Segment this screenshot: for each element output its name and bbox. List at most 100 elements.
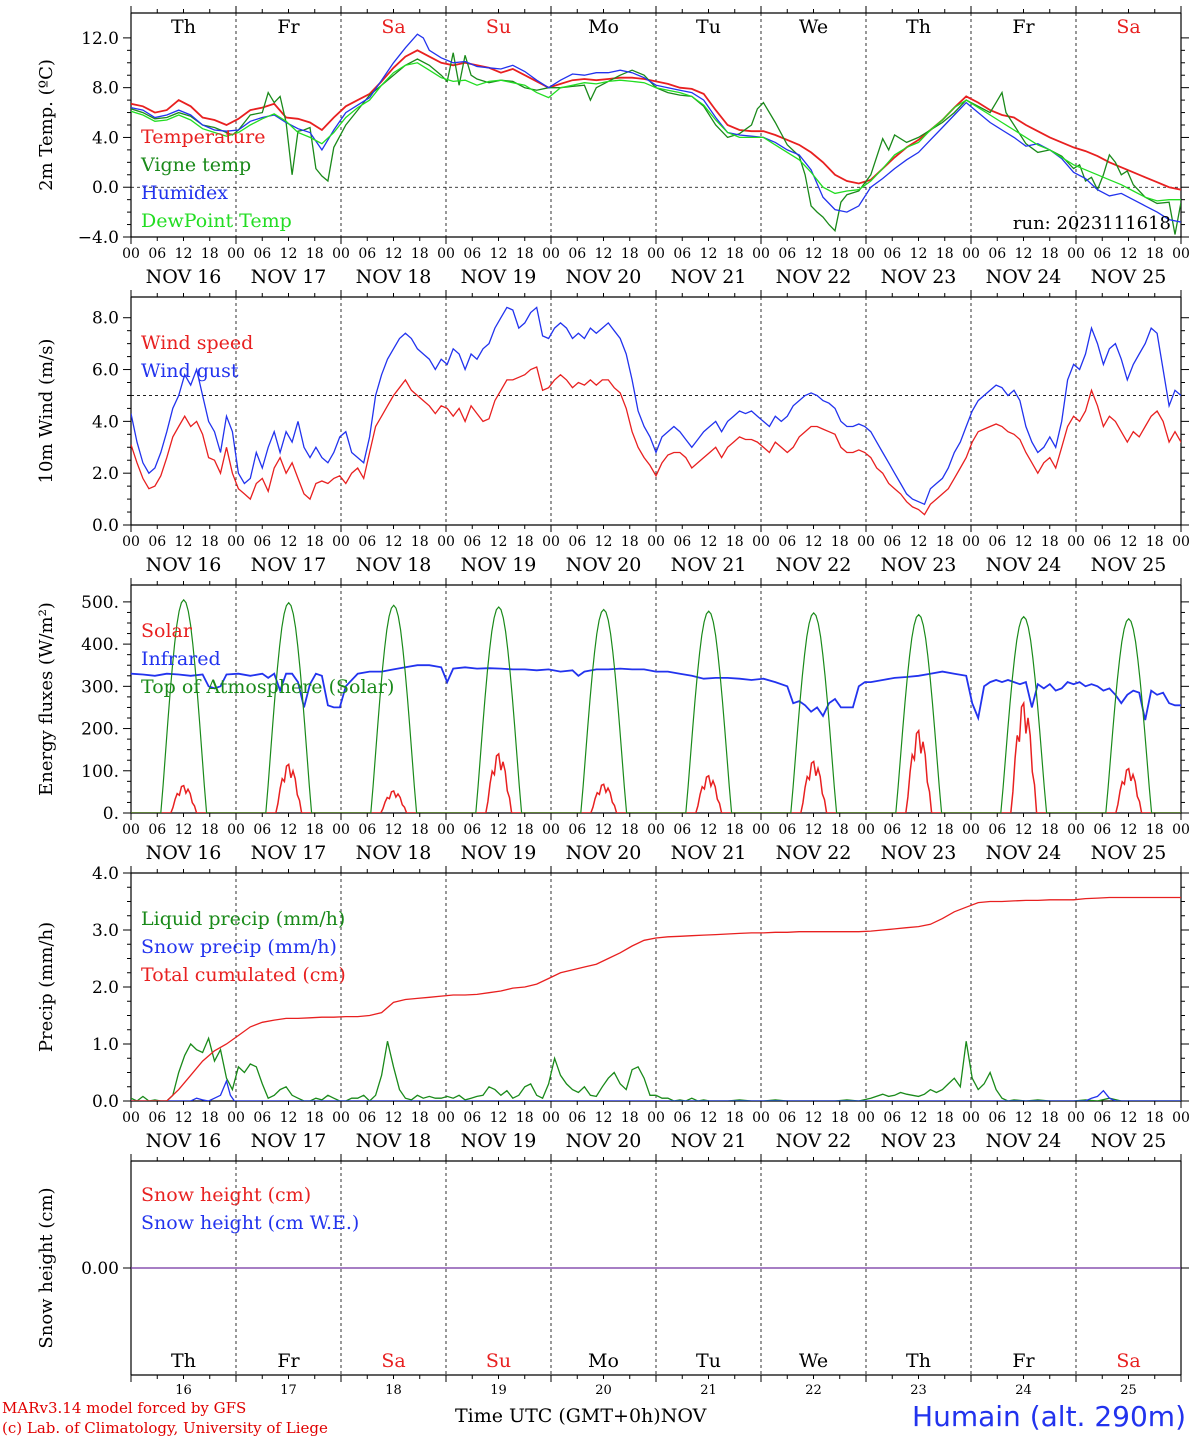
legend-entry: Wind gust <box>141 360 239 382</box>
hour-tick-label: 00 <box>437 534 455 550</box>
station-title: Humain (alt. 290m) <box>912 1400 1186 1433</box>
series-solar-line <box>131 700 1181 813</box>
legend-entry: Snow height (cm W.E.) <box>141 1212 359 1234</box>
hour-tick-label: 12 <box>805 534 823 550</box>
panel-temp <box>123 6 1189 244</box>
hour-tick-label: 06 <box>568 1110 586 1126</box>
date-label: NOV 16 <box>146 842 222 864</box>
y-axis-label: Snow height (cm) <box>36 1187 57 1348</box>
date-label: NOV 19 <box>461 842 537 864</box>
y-axis-label: Energy fluxes (W/m²) <box>36 602 57 796</box>
day-abbr-label: Fr <box>277 1350 300 1372</box>
day-number-label: 17 <box>280 1383 297 1398</box>
hour-tick-label: 12 <box>1120 822 1138 838</box>
hour-tick-label: 00 <box>542 822 560 838</box>
day-number-label: 22 <box>805 1383 822 1398</box>
legend-entry: DewPoint Temp <box>141 210 292 232</box>
hour-tick-label: 06 <box>883 534 901 550</box>
date-label: NOV 22 <box>776 554 852 576</box>
hour-tick-label: 18 <box>516 534 534 550</box>
panel-snow <box>123 1154 1189 1382</box>
y-tick-label: 8.0 <box>92 79 119 99</box>
hour-tick-label: 00 <box>332 1110 350 1126</box>
day-abbr-label: Fr <box>277 16 300 38</box>
hour-tick-label: 12 <box>280 246 298 262</box>
hour-tick-label: 12 <box>805 1110 823 1126</box>
legend-entry: Top of Atmosphere (Solar) <box>141 676 394 698</box>
legend-entry: Humidex <box>141 182 228 204</box>
hour-tick-label: 18 <box>516 1110 534 1126</box>
hour-tick-label: 00 <box>1172 822 1190 838</box>
y-tick-label: 0. <box>103 804 119 824</box>
series-line-humidex <box>131 33 1181 223</box>
hour-tick-label: 12 <box>280 822 298 838</box>
y-tick-label: 2.0 <box>92 464 119 484</box>
hour-tick-label: 06 <box>568 534 586 550</box>
hour-tick-label: 06 <box>253 1110 271 1126</box>
hour-tick-label: 18 <box>306 534 324 550</box>
y-tick-label: 0.00 <box>81 1259 119 1279</box>
hour-tick-label: 06 <box>358 1110 376 1126</box>
hour-tick-label: 12 <box>175 1110 193 1126</box>
date-label: NOV 21 <box>671 266 747 288</box>
panel-energy <box>123 578 1189 820</box>
hour-tick-label: 18 <box>516 246 534 262</box>
hour-tick-label: 18 <box>201 534 219 550</box>
y-tick-label: 100. <box>81 762 119 782</box>
hour-tick-label: 06 <box>568 822 586 838</box>
hour-tick-label: 00 <box>332 822 350 838</box>
hour-tick-label: 00 <box>647 534 665 550</box>
hour-tick-label: 00 <box>1067 534 1085 550</box>
hour-tick-label: 00 <box>227 1110 245 1126</box>
hour-tick-label: 18 <box>306 246 324 262</box>
hour-tick-label: 12 <box>595 246 613 262</box>
day-abbr-label: Mo <box>588 16 619 38</box>
day-abbr-label: Sa <box>381 1350 405 1372</box>
hour-tick-label: 18 <box>1041 534 1059 550</box>
day-abbr-label: Th <box>171 1350 196 1372</box>
hour-tick-label: 00 <box>122 822 140 838</box>
legend-entry: Temperature <box>141 126 265 148</box>
hour-tick-label: 12 <box>1120 246 1138 262</box>
hour-tick-label: 00 <box>752 246 770 262</box>
date-label: NOV 20 <box>566 842 642 864</box>
hour-tick-label: 18 <box>306 1110 324 1126</box>
hour-tick-label: 18 <box>1146 534 1164 550</box>
y-tick-label: 2.0 <box>92 978 119 998</box>
hour-tick-label: 18 <box>1146 1110 1164 1126</box>
hour-tick-label: 06 <box>463 1110 481 1126</box>
day-abbr-label: We <box>799 1350 828 1372</box>
y-tick-label: 0.0 <box>92 516 119 536</box>
date-label: NOV 17 <box>251 554 327 576</box>
credit-line-1: MARv3.14 model forced by GFS <box>2 1399 247 1417</box>
hour-tick-label: 06 <box>673 534 691 550</box>
day-number-label: 16 <box>175 1383 192 1398</box>
hour-tick-label: 12 <box>700 1110 718 1126</box>
hour-tick-label: 12 <box>910 822 928 838</box>
hour-tick-label: 00 <box>227 822 245 838</box>
legend-entry: Snow precip (mm/h) <box>141 936 337 958</box>
y-axis-label: Precip (mm/h) <box>36 922 57 1052</box>
hour-tick-label: 12 <box>175 534 193 550</box>
date-label: NOV 17 <box>251 1130 327 1152</box>
hour-tick-label: 18 <box>1041 1110 1059 1126</box>
hour-tick-label: 06 <box>778 1110 796 1126</box>
hour-tick-label: 18 <box>726 1110 744 1126</box>
date-label: NOV 19 <box>461 266 537 288</box>
hour-tick-label: 12 <box>490 822 508 838</box>
day-number-label: 18 <box>385 1383 402 1398</box>
series-line-liquid-precip-mm-h- <box>131 1036 1181 1101</box>
date-label: NOV 25 <box>1091 554 1167 576</box>
hour-tick-label: 12 <box>490 534 508 550</box>
hour-tick-label: 06 <box>148 822 166 838</box>
hour-tick-label: 00 <box>437 246 455 262</box>
day-abbr-label: Th <box>906 16 931 38</box>
day-abbr-label: We <box>799 16 828 38</box>
hour-tick-label: 06 <box>568 246 586 262</box>
hour-tick-label: 18 <box>936 246 954 262</box>
hour-tick-label: 18 <box>831 246 849 262</box>
day-abbr-label: Mo <box>588 1350 619 1372</box>
hour-tick-label: 18 <box>1041 246 1059 262</box>
date-label: NOV 21 <box>671 1130 747 1152</box>
day-abbr-label: Sa <box>381 16 405 38</box>
